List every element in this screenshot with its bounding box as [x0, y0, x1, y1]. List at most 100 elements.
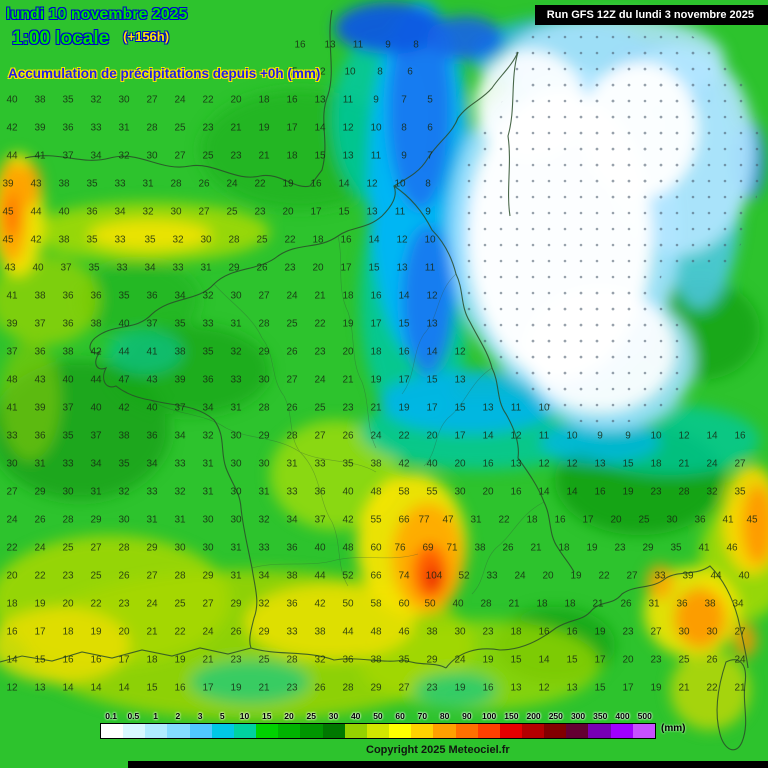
precip-value: 32: [202, 290, 214, 302]
precip-value: 20: [482, 486, 494, 498]
precip-value: 13: [342, 150, 354, 162]
legend-label: 350: [593, 711, 608, 721]
precip-value: 32: [314, 654, 326, 666]
precip-value: 37: [6, 346, 18, 358]
precip-value: 21: [258, 150, 270, 162]
precip-value: 17: [202, 682, 214, 694]
precip-value: 23: [230, 654, 242, 666]
precip-value: 35: [62, 430, 74, 442]
precip-value: 55: [370, 514, 382, 526]
precip-value: 17: [398, 374, 410, 386]
precip-value: 20: [426, 430, 438, 442]
precip-value: 26: [286, 402, 298, 414]
precip-value: 29: [258, 430, 270, 442]
precip-value: 19: [398, 402, 410, 414]
precip-value: 32: [230, 346, 242, 358]
precip-value: 37: [146, 318, 158, 330]
precip-value: 28: [480, 598, 492, 610]
precip-value: 38: [62, 346, 74, 358]
precip-value: 31: [230, 570, 242, 582]
precip-value: 27: [146, 94, 158, 106]
precip-value: 15: [398, 318, 410, 330]
precip-value: 16: [6, 626, 18, 638]
precip-value: 16: [294, 39, 306, 51]
precip-value: 18: [342, 290, 354, 302]
precip-value: 32: [174, 486, 186, 498]
precip-value: 23: [202, 122, 214, 134]
precip-value: 17: [286, 122, 298, 134]
precip-value: 17: [310, 206, 322, 218]
precip-value: 30: [230, 430, 242, 442]
precip-value: 42: [118, 402, 130, 414]
legend-label: 3: [197, 711, 203, 721]
precip-value: 16: [482, 682, 494, 694]
precip-value: 33: [172, 262, 184, 274]
precip-value: 35: [62, 94, 74, 106]
precip-value: 35: [88, 262, 100, 274]
precip-value: 32: [118, 486, 130, 498]
precip-value: 40: [90, 402, 102, 414]
precip-value: 31: [118, 122, 130, 134]
precip-value: 36: [62, 290, 74, 302]
precip-value: 10: [394, 178, 406, 190]
precip-value: 23: [482, 626, 494, 638]
legend-segment: [233, 724, 257, 738]
precip-value: 48: [370, 626, 382, 638]
precip-value: 29: [228, 262, 240, 274]
precip-value: 38: [426, 626, 438, 638]
precip-value: 17: [426, 402, 438, 414]
precip-value: 35: [398, 654, 410, 666]
precip-value: 24: [734, 654, 746, 666]
precip-value: 21: [734, 682, 746, 694]
legend-segment: [521, 724, 545, 738]
precip-value: 40: [32, 262, 44, 274]
precip-value: 8: [377, 66, 383, 78]
legend-label: 70: [417, 711, 428, 721]
precip-value: 21: [370, 402, 382, 414]
precip-value: 22: [174, 626, 186, 638]
precip-value: 12: [366, 178, 378, 190]
precip-value: 22: [284, 234, 296, 246]
precip-value: 20: [230, 94, 242, 106]
precip-value: 27: [198, 206, 210, 218]
legend-segment: [278, 724, 301, 738]
precip-value: 33: [6, 430, 18, 442]
legend-segment: [300, 724, 323, 738]
precip-value: 17: [582, 514, 594, 526]
legend-label: 2: [175, 711, 181, 721]
precip-value: 21: [342, 374, 354, 386]
precip-value: 36: [146, 430, 158, 442]
precip-value: 40: [452, 598, 464, 610]
precip-value: 28: [286, 430, 298, 442]
precip-value: 34: [174, 290, 186, 302]
precip-value: 44: [342, 626, 354, 638]
precip-value: 19: [622, 486, 634, 498]
precip-value: 34: [146, 458, 158, 470]
precip-value: 15: [510, 654, 522, 666]
precip-value: 11: [352, 39, 364, 51]
precip-value: 20: [542, 570, 554, 582]
precip-value: 24: [286, 290, 298, 302]
precip-value: 31: [230, 542, 242, 554]
legend-label: 40: [350, 711, 361, 721]
precip-value: 36: [202, 374, 214, 386]
precip-value: 25: [678, 654, 690, 666]
precip-value: 13: [510, 458, 522, 470]
precip-value: 19: [34, 598, 46, 610]
precip-value: 43: [146, 374, 158, 386]
precip-value: 9: [597, 430, 603, 442]
precip-value: 33: [62, 458, 74, 470]
precip-value: 44: [710, 570, 722, 582]
precip-value: 21: [230, 122, 242, 134]
precip-value: 21: [258, 682, 270, 694]
precip-value: 40: [426, 458, 438, 470]
precip-value: 21: [314, 290, 326, 302]
precip-value: 19: [90, 626, 102, 638]
precip-value: 22: [706, 682, 718, 694]
precip-value: 38: [314, 626, 326, 638]
precip-value: 48: [370, 486, 382, 498]
precip-value: 27: [734, 458, 746, 470]
precip-value: 104: [425, 570, 443, 582]
legend-label: 0.1: [105, 711, 118, 721]
